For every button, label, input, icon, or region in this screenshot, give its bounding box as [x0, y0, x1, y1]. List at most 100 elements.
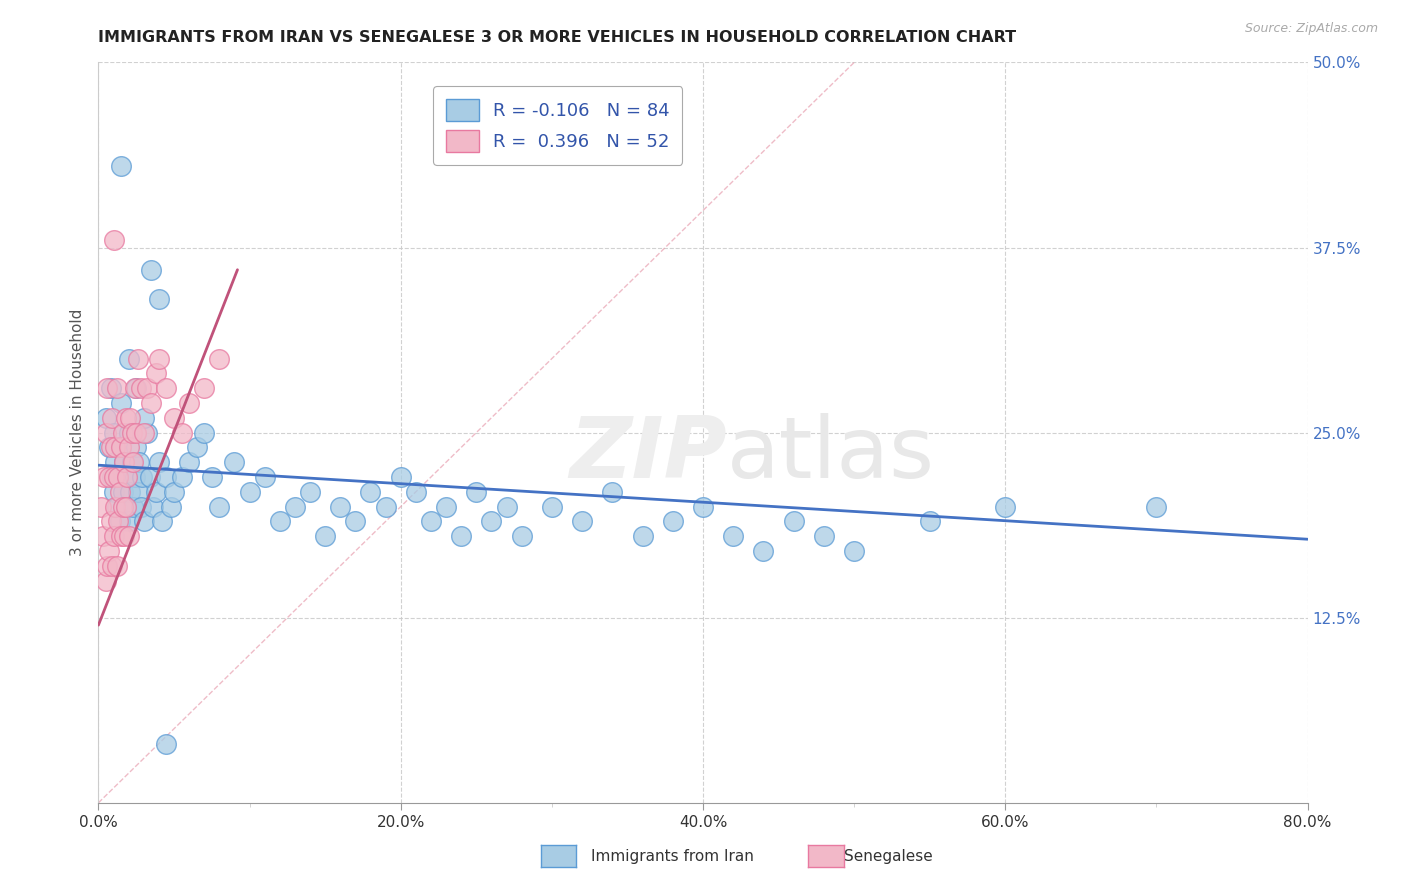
- Text: Senegalese: Senegalese: [844, 849, 932, 863]
- Point: [103, 233, 125, 247]
- Point: [170, 470, 193, 484]
- Point: [155, 737, 177, 751]
- Point: [107, 470, 129, 484]
- Point: [127, 351, 149, 366]
- Point: [108, 515, 131, 529]
- Point: [105, 558, 128, 573]
- Point: [103, 529, 125, 543]
- Point: [201, 470, 224, 484]
- Point: [118, 529, 141, 543]
- Point: [844, 544, 866, 558]
- Text: Source: ZipAtlas.com: Source: ZipAtlas.com: [1244, 22, 1378, 36]
- Point: [101, 410, 124, 425]
- Point: [124, 381, 146, 395]
- Point: [111, 425, 134, 440]
- Point: [118, 441, 141, 455]
- Point: [104, 455, 127, 469]
- Point: [139, 470, 162, 484]
- Point: [631, 529, 654, 543]
- Legend: R = -0.106   N = 84, R =  0.396   N = 52: R = -0.106 N = 84, R = 0.396 N = 52: [433, 87, 682, 165]
- Point: [434, 500, 457, 514]
- Point: [163, 410, 186, 425]
- Point: [465, 484, 488, 499]
- Point: [145, 367, 167, 381]
- Point: [124, 470, 146, 484]
- Point: [170, 425, 193, 440]
- Point: [239, 484, 262, 499]
- Point: [723, 529, 745, 543]
- Point: [104, 500, 127, 514]
- Point: [132, 425, 155, 440]
- Point: [115, 470, 138, 484]
- Point: [299, 484, 322, 499]
- Point: [374, 500, 396, 514]
- Point: [155, 470, 177, 484]
- Point: [101, 470, 124, 484]
- Point: [148, 293, 170, 307]
- Point: [450, 529, 472, 543]
- Point: [107, 515, 129, 529]
- Point: [129, 500, 152, 514]
- Point: [208, 351, 231, 366]
- Point: [269, 515, 291, 529]
- Point: [94, 410, 117, 425]
- Point: [111, 500, 134, 514]
- Y-axis label: 3 or more Vehicles in Household: 3 or more Vehicles in Household: [69, 309, 84, 557]
- Point: [752, 544, 775, 558]
- Point: [103, 425, 125, 440]
- Point: [114, 500, 136, 514]
- Point: [98, 441, 121, 455]
- Point: [112, 455, 135, 469]
- Point: [96, 381, 118, 395]
- Point: [224, 455, 246, 469]
- Point: [120, 484, 142, 499]
- Point: [142, 500, 165, 514]
- Text: IMMIGRANTS FROM IRAN VS SENEGALESE 3 OR MORE VEHICLES IN HOUSEHOLD CORRELATION C: IMMIGRANTS FROM IRAN VS SENEGALESE 3 OR …: [98, 29, 1017, 45]
- Point: [481, 515, 503, 529]
- Point: [98, 544, 121, 558]
- Point: [135, 425, 157, 440]
- Point: [145, 484, 167, 499]
- Point: [540, 500, 562, 514]
- Point: [105, 500, 128, 514]
- Point: [101, 558, 124, 573]
- Point: [314, 529, 336, 543]
- Text: atlas: atlas: [727, 413, 935, 496]
- Point: [129, 381, 152, 395]
- Point: [405, 484, 427, 499]
- Point: [112, 529, 135, 543]
- Point: [94, 574, 117, 588]
- Point: [122, 455, 145, 469]
- Point: [127, 484, 149, 499]
- Point: [98, 470, 121, 484]
- Point: [114, 500, 136, 514]
- Point: [208, 500, 231, 514]
- Point: [994, 500, 1017, 514]
- Point: [160, 500, 183, 514]
- Point: [132, 515, 155, 529]
- Point: [110, 529, 132, 543]
- Point: [135, 381, 157, 395]
- Point: [121, 455, 143, 469]
- Point: [100, 441, 122, 455]
- Point: [510, 529, 533, 543]
- Point: [155, 381, 177, 395]
- Point: [108, 484, 131, 499]
- Point: [150, 515, 173, 529]
- Point: [141, 262, 163, 277]
- Point: [284, 500, 307, 514]
- Point: [193, 381, 215, 395]
- Point: [105, 381, 128, 395]
- Point: [115, 470, 138, 484]
- Point: [344, 515, 367, 529]
- Point: [420, 515, 443, 529]
- Point: [110, 441, 132, 455]
- Point: [122, 500, 145, 514]
- Point: [1144, 500, 1167, 514]
- Point: [495, 500, 517, 514]
- Point: [131, 470, 153, 484]
- Point: [692, 500, 714, 514]
- Point: [110, 396, 132, 410]
- Point: [107, 470, 129, 484]
- Text: ZIP: ZIP: [569, 413, 727, 496]
